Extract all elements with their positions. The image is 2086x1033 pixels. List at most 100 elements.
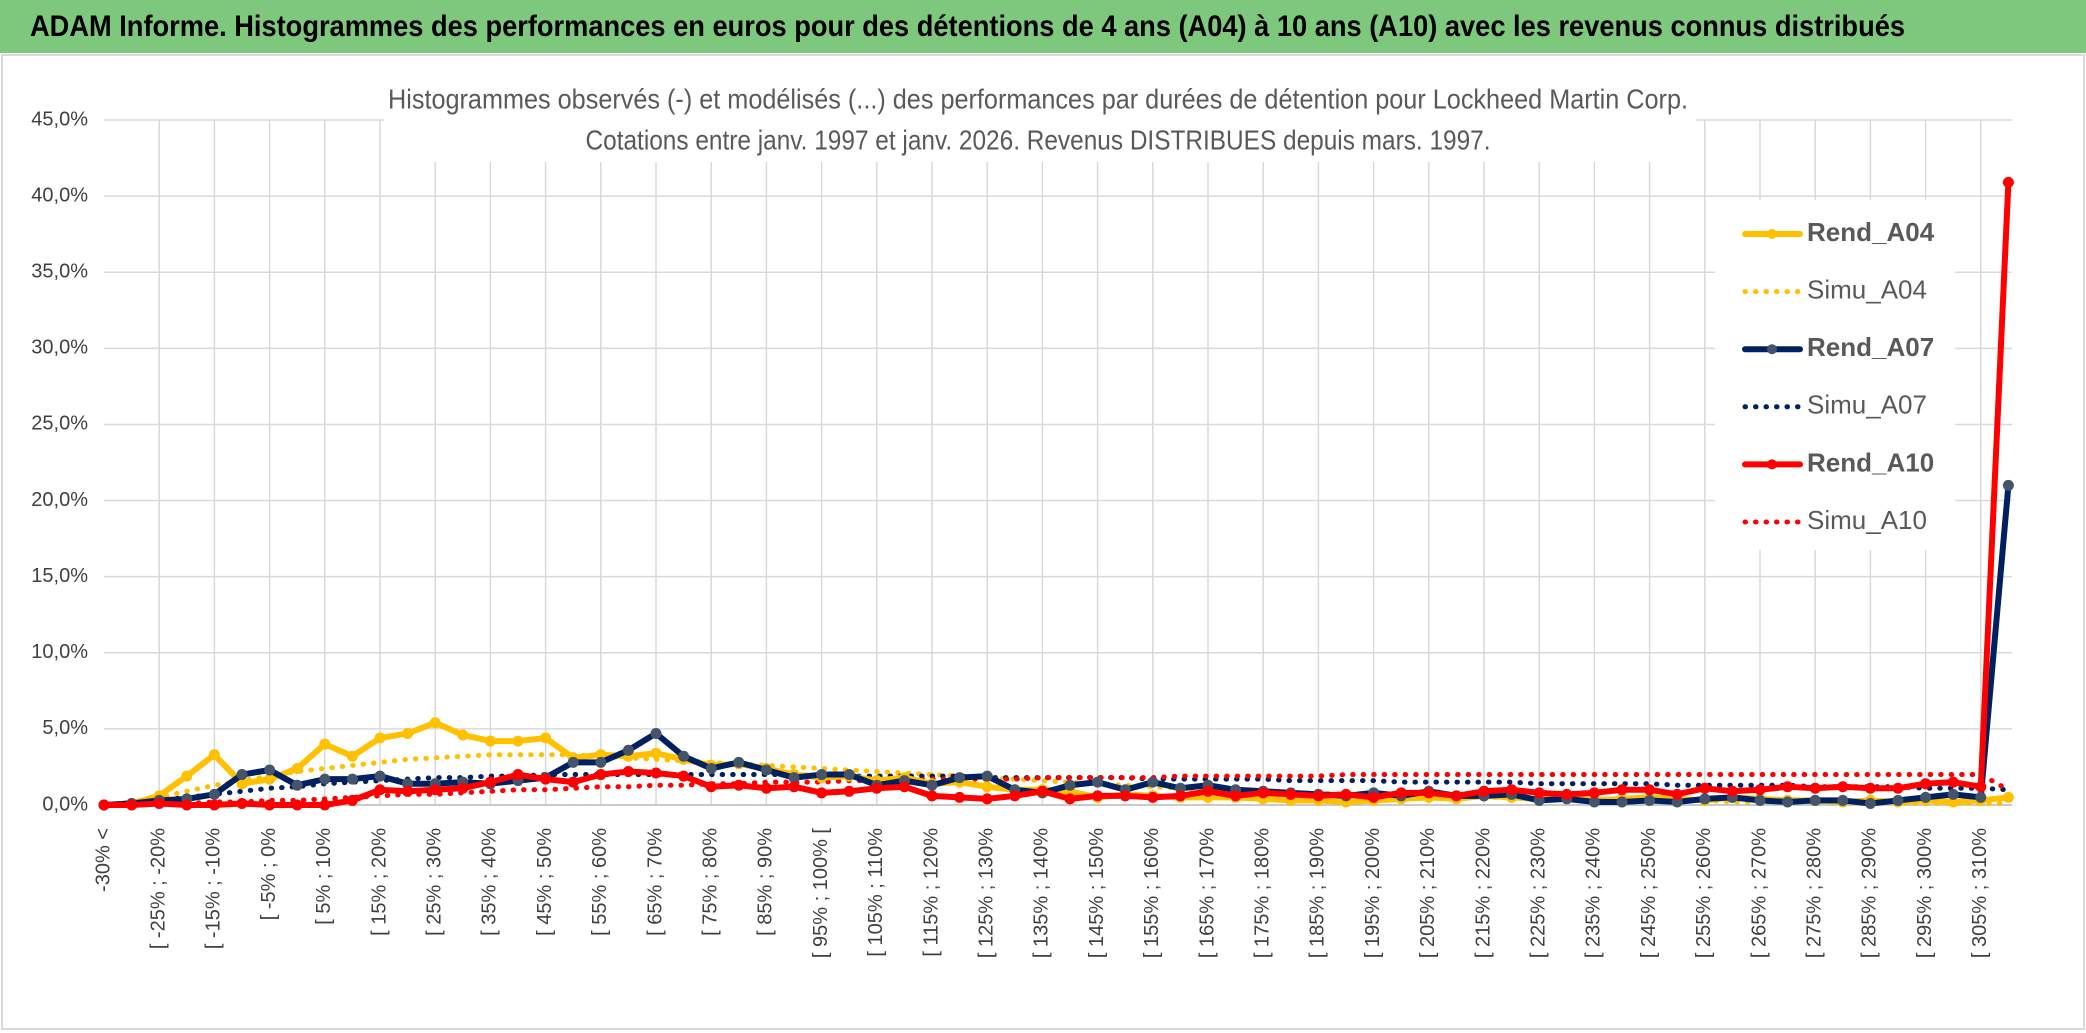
marker	[540, 732, 552, 744]
marker	[760, 782, 772, 794]
marker	[512, 769, 524, 781]
x-tick-label: [ 165% ; 170%	[1196, 828, 1218, 958]
x-tick-label: [ 65% ; 70%	[644, 828, 666, 936]
x-tick-label: [ 185% ; 190%	[1307, 828, 1329, 958]
y-tick-label: 5,0%	[42, 717, 88, 739]
marker	[567, 776, 579, 788]
title-backdrop	[384, 82, 1696, 162]
marker	[816, 787, 828, 799]
marker	[1119, 790, 1131, 802]
marker	[208, 799, 220, 811]
marker	[926, 790, 938, 802]
model-line	[101, 772, 2011, 808]
marker	[346, 773, 358, 785]
marker	[236, 769, 248, 781]
marker	[871, 782, 883, 794]
marker	[733, 779, 745, 791]
marker	[1423, 787, 1435, 799]
x-tick-label: [ 215% ; 220%	[1472, 828, 1494, 958]
y-tick-label: 30,0%	[31, 337, 88, 359]
marker	[760, 764, 772, 776]
marker	[319, 799, 331, 811]
marker	[1588, 796, 1600, 808]
marker	[1533, 787, 1545, 799]
y-tick-label: 10,0%	[31, 641, 88, 663]
marker	[1064, 793, 1076, 805]
marker	[457, 782, 469, 794]
marker	[567, 756, 579, 768]
marker	[264, 799, 276, 811]
x-tick-label: [ 35% ; 40%	[479, 828, 501, 936]
observed-line	[101, 179, 2012, 808]
marker	[1920, 778, 1932, 790]
header-bar	[0, 0, 2086, 53]
marker	[1312, 790, 1324, 802]
marker	[816, 769, 828, 781]
marker	[1644, 784, 1656, 796]
x-tick-label: [ 155% ; 160%	[1141, 828, 1163, 958]
marker	[788, 781, 800, 793]
marker	[484, 735, 496, 747]
marker	[1616, 784, 1628, 796]
marker	[1561, 788, 1573, 800]
marker	[1450, 790, 1462, 802]
marker	[1892, 782, 1904, 794]
x-tick-label: [ 125% ; 130%	[975, 828, 997, 958]
marker	[1699, 782, 1711, 794]
x-tick-label: [ -5% ; 0%	[258, 828, 280, 920]
marker	[457, 729, 469, 741]
legend-marker	[1767, 459, 1777, 470]
marker	[402, 785, 414, 797]
marker	[1864, 782, 1876, 794]
y-tick-label: 0,0%	[42, 793, 88, 815]
marker	[291, 762, 303, 774]
x-tick-label: [ 95% ; 100% [	[810, 828, 832, 959]
x-tick-label: [ 105% ; 110%	[865, 828, 887, 957]
x-tick-label: [ 5% ; 10%	[313, 828, 335, 925]
x-tick-label: [ -25% ; -20%	[147, 828, 169, 949]
marker	[1285, 788, 1297, 800]
y-tick-label: 25,0%	[31, 413, 88, 435]
marker	[1257, 787, 1269, 799]
x-tick-label: [ 245% ; 250%	[1638, 828, 1660, 958]
x-tick-label: [ 225% ; 230%	[1527, 828, 1549, 958]
marker	[1147, 791, 1159, 803]
marker	[1036, 785, 1048, 797]
marker	[1837, 794, 1849, 806]
marker	[1368, 791, 1380, 803]
x-tick-label: [ 285% ; 290%	[1859, 828, 1881, 958]
x-tick-label: [ 75% ; 80%	[699, 828, 721, 936]
marker	[1174, 790, 1186, 802]
x-tick-label: [ 275% ; 280%	[1803, 828, 1825, 958]
marker	[678, 750, 690, 762]
marker	[1588, 787, 1600, 799]
marker	[374, 784, 386, 796]
marker	[1699, 793, 1711, 805]
x-tick-label: [ 205% ; 210%	[1417, 828, 1439, 958]
marker	[402, 727, 414, 739]
marker	[622, 744, 634, 756]
marker	[1644, 794, 1656, 806]
model-line	[101, 752, 2011, 808]
marker	[650, 767, 662, 779]
x-tick-label: [ 305% ; 310%	[1969, 828, 1991, 958]
marker	[291, 799, 303, 811]
legend-marker	[1767, 344, 1777, 355]
plot: 0,0% 5,0% 10,0% 15,0% 20,0% 25,0% 30,0% 35,0% 40…	[31, 108, 2014, 959]
x-tick-label: [ 255% ; 260%	[1693, 828, 1715, 958]
marker	[374, 732, 386, 744]
y-tick-label: 40,0%	[31, 184, 88, 206]
x-tick-label: -30% <	[92, 828, 114, 892]
x-tick-label: [ -15% ; -10%	[203, 828, 225, 949]
marker	[1092, 776, 1104, 788]
marker	[1340, 788, 1352, 800]
x-tick-label: [ 115% ; 120%	[920, 828, 942, 957]
marker	[843, 785, 855, 797]
marker	[319, 738, 331, 750]
y-tick-label: 35,0%	[31, 261, 88, 283]
legend-box	[1715, 200, 1955, 550]
marker	[1975, 781, 1987, 793]
marker	[264, 764, 276, 776]
marker	[1782, 781, 1794, 793]
